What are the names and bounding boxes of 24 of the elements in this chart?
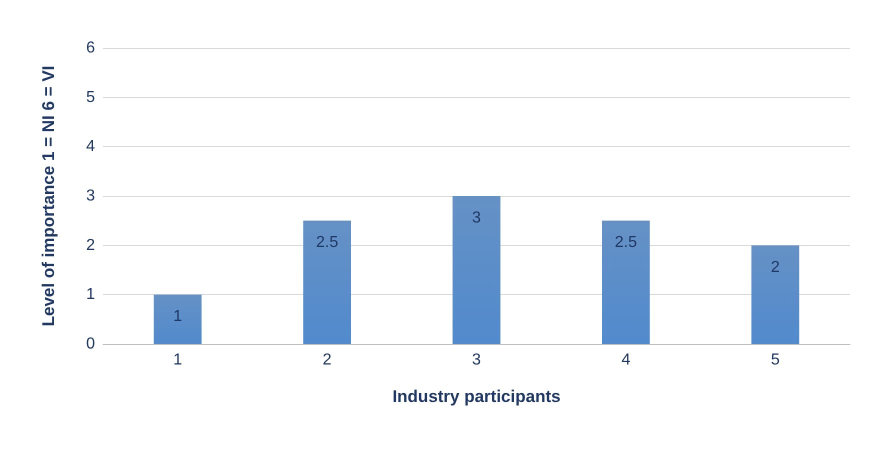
bar (303, 220, 352, 344)
data-label: 1 (173, 308, 182, 326)
x-axis-title: Industry participants (392, 387, 561, 406)
y-tick-label: 5 (86, 88, 96, 106)
bar (154, 294, 202, 344)
bar (452, 196, 500, 344)
y-axis-title: Level of importance 1 = NI 6 = VI (39, 66, 58, 326)
y-tick-label: 4 (86, 138, 96, 156)
y-tick-label: 1 (86, 286, 96, 304)
y-tick-label: 0 (86, 336, 96, 352)
x-tick-label: 5 (770, 352, 780, 368)
x-tick-label: 3 (472, 352, 482, 368)
bar (751, 245, 800, 344)
data-label: 2.5 (316, 234, 338, 252)
x-tick-label: 1 (173, 352, 182, 368)
y-tick-label: 2 (86, 236, 96, 254)
x-tick-label: 2 (322, 352, 332, 368)
x-tick-label: 4 (621, 352, 630, 368)
y-tick-label: 6 (86, 40, 96, 56)
bar (602, 220, 650, 344)
y-tick-label: 3 (86, 188, 96, 204)
data-label: 2.5 (614, 234, 638, 252)
data-label: 3 (472, 210, 482, 226)
data-label: 2 (770, 258, 780, 276)
